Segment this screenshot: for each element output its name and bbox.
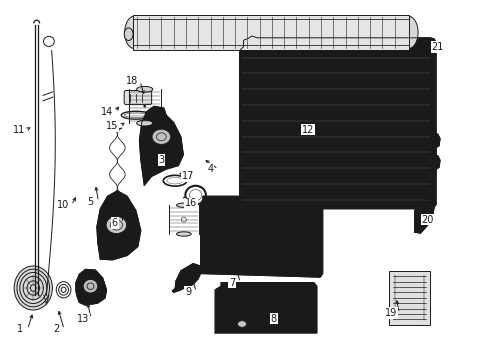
Text: 21: 21 (430, 42, 443, 52)
Ellipse shape (83, 279, 98, 293)
Text: 5: 5 (87, 197, 93, 207)
Text: 13: 13 (77, 314, 89, 324)
Text: 16: 16 (184, 198, 197, 208)
Ellipse shape (137, 120, 153, 126)
Text: 1: 1 (17, 324, 22, 334)
Ellipse shape (237, 321, 246, 327)
Bar (133, 15, 408, 50)
Text: 10: 10 (57, 200, 70, 210)
Ellipse shape (106, 216, 126, 234)
Polygon shape (428, 134, 439, 151)
Text: 19: 19 (384, 308, 397, 318)
Ellipse shape (137, 86, 153, 92)
Polygon shape (215, 283, 316, 333)
Polygon shape (139, 106, 183, 185)
Ellipse shape (176, 203, 191, 207)
Ellipse shape (398, 16, 417, 49)
Ellipse shape (176, 232, 191, 236)
Polygon shape (239, 36, 435, 209)
Polygon shape (172, 264, 201, 292)
Bar (388, 271, 429, 325)
Polygon shape (200, 196, 322, 277)
Ellipse shape (124, 28, 133, 40)
Text: 12: 12 (301, 125, 314, 135)
Text: 11: 11 (12, 125, 25, 135)
FancyBboxPatch shape (124, 90, 151, 105)
Polygon shape (97, 191, 141, 260)
Ellipse shape (143, 105, 146, 107)
Polygon shape (428, 156, 439, 173)
Text: 2: 2 (53, 324, 59, 334)
Polygon shape (414, 199, 433, 233)
Text: 4: 4 (207, 164, 213, 174)
Text: 3: 3 (158, 155, 164, 165)
Text: 8: 8 (270, 314, 276, 324)
Text: 18: 18 (125, 76, 138, 86)
Text: 15: 15 (106, 121, 119, 131)
Ellipse shape (152, 129, 170, 144)
Text: 6: 6 (112, 218, 118, 228)
Text: 17: 17 (182, 171, 194, 181)
Polygon shape (76, 269, 106, 305)
Text: 14: 14 (100, 107, 113, 117)
Ellipse shape (124, 16, 144, 49)
Text: 9: 9 (185, 287, 191, 297)
Ellipse shape (14, 266, 52, 310)
Text: 7: 7 (229, 278, 235, 288)
Text: 20: 20 (421, 215, 433, 225)
